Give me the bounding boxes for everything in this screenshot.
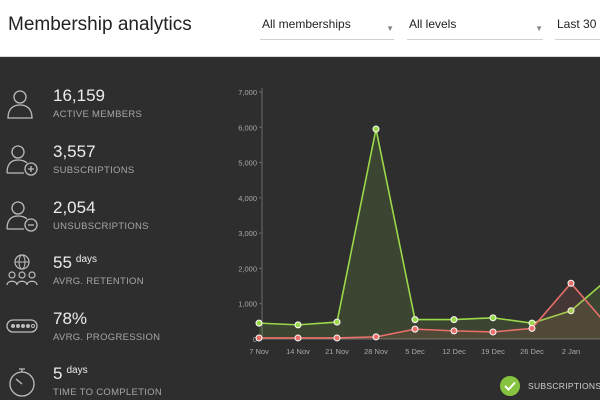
data-point <box>294 334 302 342</box>
stat-unit: days <box>75 254 98 265</box>
stat-unit: days <box>66 365 88 376</box>
y-tick-label: 2,000 <box>238 264 257 273</box>
stat-value: 3,557 <box>53 142 96 161</box>
stat-value: 78% <box>53 309 88 328</box>
y-tick-label: 3,000 <box>238 229 257 238</box>
data-point <box>450 316 458 324</box>
y-tick-label: 4,000 <box>238 194 257 203</box>
data-point <box>411 325 419 333</box>
series-line <box>259 282 600 339</box>
x-tick-label: 26 Dec <box>520 347 544 356</box>
stat-avg-progression: 78% AVRG. PROGRESSION <box>0 309 215 365</box>
checkmark-icon <box>500 376 520 396</box>
subscriptions-line-chart: 0 1,000 2,000 3,000 4,000 5,000 6,000 7,000 7 No… <box>238 88 600 356</box>
data-point <box>294 321 302 329</box>
x-tick-label: 2 Jan <box>562 347 580 356</box>
data-point <box>372 125 380 133</box>
stat-label: SUBSCRIPTIONS <box>53 165 135 176</box>
data-point <box>567 279 575 287</box>
y-tick-label: 0 <box>253 335 257 344</box>
stat-label: UNSUBSCRIPTIONS <box>53 221 149 232</box>
data-point <box>489 314 497 322</box>
legend-subscriptions[interactable]: SUBSCRIPTIONS <box>500 376 600 398</box>
stat-subscriptions: 3,557 SUBSCRIPTIONS <box>0 142 215 198</box>
progress-dots-icon <box>6 319 38 333</box>
data-point <box>411 316 419 324</box>
stat-time-to-completion: 5 days TIME TO COMPLETION <box>0 364 215 400</box>
stat-label: AVRG. PROGRESSION <box>53 332 161 343</box>
data-point <box>567 307 575 315</box>
x-tick-label: 19 Dec <box>481 347 505 356</box>
data-point <box>450 327 458 335</box>
x-tick-label: 5 Dec <box>405 347 425 356</box>
stat-avg-retention: 55 days AVRG. RETENTION <box>0 253 215 309</box>
y-tick-label: 7,000 <box>238 88 257 97</box>
legend-label: SUBSCRIPTIONS <box>528 381 600 391</box>
data-point <box>255 334 263 342</box>
stat-value: 2,054 <box>53 198 96 217</box>
stat-active-members: 16,159 ACTIVE MEMBERS <box>0 86 215 142</box>
y-tick-label: 5,000 <box>238 159 257 168</box>
stopwatch-icon <box>9 368 35 397</box>
memberships-filter-select[interactable]: All memberships ▼ <box>260 12 394 40</box>
group-globe-icon <box>6 254 38 286</box>
data-point <box>372 333 380 341</box>
x-tick-label: 7 Nov <box>249 347 269 356</box>
y-tick-label: 1,000 <box>238 300 257 309</box>
memberships-filter-value: All memberships <box>262 17 351 31</box>
data-point <box>255 319 263 327</box>
date-range-filter-value: Last 30 d <box>557 17 600 31</box>
stat-label: ACTIVE MEMBERS <box>53 109 143 120</box>
caret-down-icon: ▼ <box>535 24 543 33</box>
series-area <box>259 283 600 339</box>
page-title: Membership analytics <box>8 14 192 35</box>
x-tick-label: 14 Nov <box>286 347 310 356</box>
date-range-filter-select[interactable]: Last 30 d <box>555 12 600 40</box>
user-minus-icon <box>6 201 38 232</box>
x-tick-label: 12 Dec <box>442 347 466 356</box>
stat-value: 5 days <box>53 364 88 383</box>
y-tick-label: 6,000 <box>238 123 257 132</box>
header-bar: Membership analytics All memberships ▼ A… <box>0 0 600 57</box>
user-icon <box>7 90 33 119</box>
stat-label: AVRG. RETENTION <box>53 276 144 287</box>
stat-value: 55 days <box>53 253 98 272</box>
caret-down-icon: ▼ <box>386 24 394 33</box>
x-tick-label: 21 Nov <box>325 347 349 356</box>
stat-label: TIME TO COMPLETION <box>53 387 163 398</box>
dashboard-body: 16,159 ACTIVE MEMBERS 3,557 SUBSCRIPTION… <box>0 58 600 400</box>
x-tick-label: 28 Nov <box>364 347 388 356</box>
series-line <box>258 128 600 326</box>
stat-value: 16,159 <box>53 86 105 105</box>
data-point <box>333 318 341 326</box>
user-plus-icon <box>6 145 38 176</box>
stat-unsubscriptions: 2,054 UNSUBSCRIPTIONS <box>0 198 215 254</box>
levels-filter-select[interactable]: All levels ▼ <box>407 12 543 40</box>
data-point <box>489 328 497 336</box>
data-point <box>333 334 341 342</box>
levels-filter-value: All levels <box>409 17 457 31</box>
series-area <box>259 129 600 339</box>
data-point <box>528 324 536 332</box>
